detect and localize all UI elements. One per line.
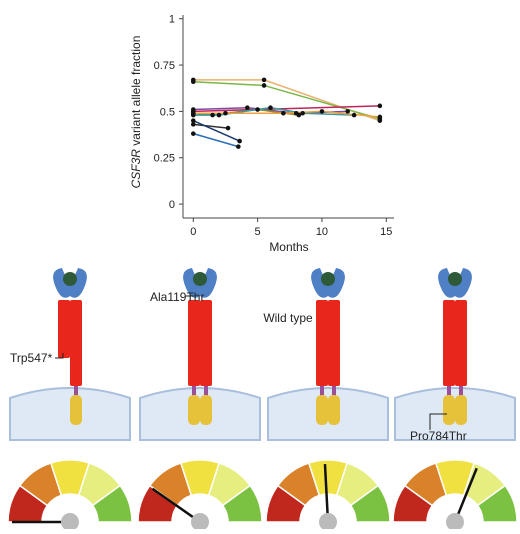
gauge-needle [323,464,330,523]
data-point [210,112,215,118]
data-point [190,118,196,123]
x-tick-label: 10 [316,226,328,238]
data-point [281,110,286,116]
data-point [190,79,196,85]
data-point [190,110,196,116]
data-point [345,109,350,114]
gauge-hub [446,513,464,531]
gauge-needle [453,467,478,523]
receptor-chain [188,300,200,386]
gauge-segment [349,484,391,523]
receptor-chain [200,300,212,386]
y-tick-label: 0.25 [154,153,175,165]
y-axis-label-text: variant allele fraction [129,36,143,146]
intracellular-domain [316,395,328,425]
data-point [255,107,260,112]
transmembrane [74,386,78,396]
data-point [351,112,357,118]
intracellular-domain [200,395,212,425]
series-line [193,123,229,129]
label-leader [55,353,64,359]
gauge-needle [151,487,201,524]
receptor-chain [455,300,467,386]
x-tick-label: 0 [190,226,196,238]
y-tick-label: 0 [169,199,175,211]
data-point [377,114,383,120]
data-point [261,77,267,83]
transmembrane [447,386,451,396]
intracellular-domain [328,395,340,425]
y-tick-label: 1 [169,14,175,26]
y-tick-label: 0.75 [154,60,175,72]
transmembrane [192,386,196,396]
data-point [319,109,325,114]
mutation-label: Trp547* [10,351,53,365]
data-point [236,144,241,149]
data-point [190,107,196,112]
data-point [377,103,383,109]
series-line [193,105,380,113]
transmembrane [204,386,208,396]
data-point [296,112,302,118]
data-point [190,122,196,127]
y-tick-label: 0.5 [160,106,175,118]
receptor-chain [58,300,70,358]
mutation-label: Wild type [263,311,313,325]
receptor-chain [328,300,340,386]
gauge-hub [319,513,337,531]
gauge-hub [191,513,209,531]
y-axis-label-gene: CSF3R [129,149,143,189]
receptor-chain [443,300,455,386]
mutation-label: Pro784Thr [410,429,467,443]
data-point [245,105,250,110]
series-line [193,132,239,148]
data-point [261,83,267,88]
gauge-segment [221,484,263,523]
data-point [300,110,305,116]
data-point [225,125,231,131]
y-axis-label: CSF3R variant allele fraction [129,36,143,189]
ligand [448,272,462,286]
data-point [223,110,228,116]
data-point [216,112,222,118]
gauge-segment [476,484,518,523]
x-tick-label: 15 [380,226,392,238]
ligand [321,272,335,286]
data-point [190,131,196,136]
transmembrane [459,386,463,396]
data-point [237,138,242,144]
ligand [63,272,77,286]
diagram: Trp547* Ala119Thr Wild type Pro784Thr [7,268,518,531]
x-tick-label: 5 [255,226,261,238]
transmembrane [320,386,324,396]
gauge-segment [91,484,133,523]
intracellular-domain [443,395,455,425]
transmembrane [332,386,336,396]
mutation-label: Ala119Thr [150,290,204,304]
receptor-chain [316,300,328,386]
series-line [192,119,240,142]
label-leader [429,413,447,430]
data-point [268,105,273,110]
gauge-hub [61,513,79,531]
intracellular-domain [70,395,82,425]
ligand [193,272,207,286]
intracellular-domain [188,395,200,425]
x-axis-label: Months [269,240,308,254]
receptor-chain [70,300,82,386]
intracellular-domain [455,395,467,425]
